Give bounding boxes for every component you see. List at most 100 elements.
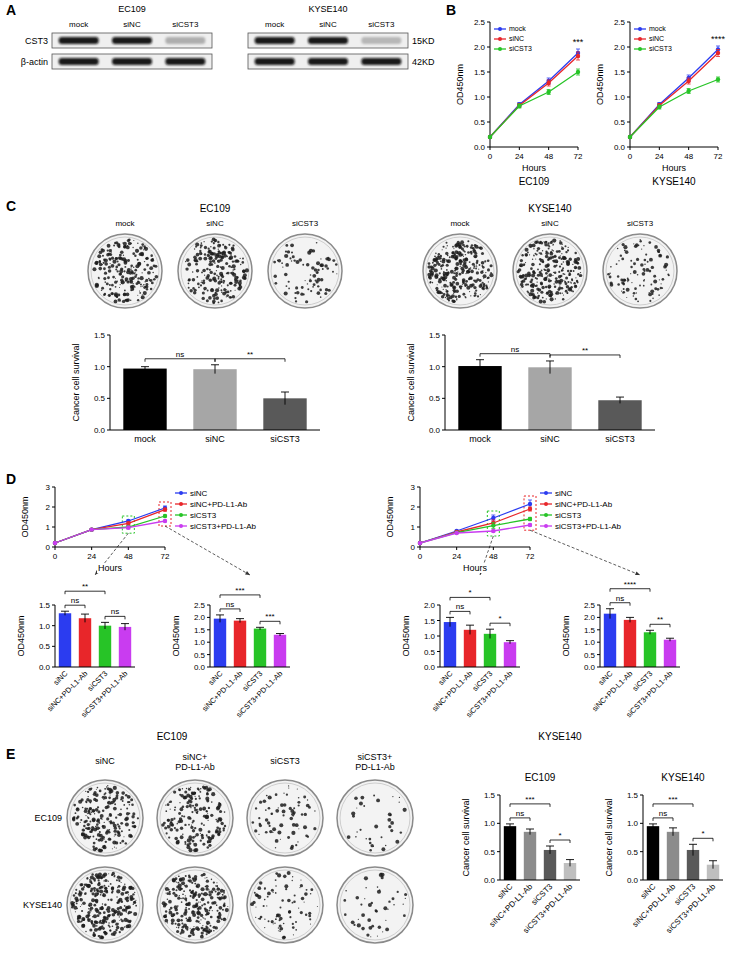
colony xyxy=(295,300,297,302)
colony xyxy=(87,823,90,826)
plate-inner xyxy=(250,783,320,853)
colony xyxy=(133,825,136,828)
colony xyxy=(668,274,670,276)
colony xyxy=(143,268,146,271)
colony xyxy=(548,279,551,282)
colony xyxy=(78,893,82,897)
colony xyxy=(235,290,236,291)
colony xyxy=(296,291,300,295)
colony xyxy=(545,272,548,275)
colony xyxy=(111,264,115,268)
colony xyxy=(643,280,645,282)
blot-strip xyxy=(248,54,408,69)
colony xyxy=(201,823,203,825)
colony xyxy=(381,836,383,838)
colony xyxy=(129,813,131,815)
colony xyxy=(663,265,667,269)
colony xyxy=(211,834,215,838)
colony xyxy=(143,249,144,250)
colony xyxy=(103,258,106,261)
colony xyxy=(455,267,458,270)
colony xyxy=(465,254,466,255)
colony xyxy=(309,279,312,282)
colony xyxy=(457,251,458,252)
colony xyxy=(487,277,489,279)
colony xyxy=(202,281,205,284)
colony xyxy=(108,838,111,841)
colony xyxy=(205,815,209,819)
colony xyxy=(290,817,294,821)
colony xyxy=(141,295,145,299)
panel-letter: E xyxy=(6,746,15,762)
column-head: siCST3 xyxy=(270,756,300,766)
colony-plate xyxy=(88,234,162,308)
colony xyxy=(620,254,622,256)
colony xyxy=(103,267,106,270)
colony xyxy=(142,246,143,247)
blot-strip xyxy=(52,33,212,48)
colony xyxy=(229,296,232,299)
colony xyxy=(107,249,109,251)
colony xyxy=(473,279,475,281)
colony xyxy=(554,255,557,258)
colony xyxy=(636,292,637,293)
colony xyxy=(633,243,634,244)
colony xyxy=(220,289,222,291)
colony xyxy=(439,272,441,274)
colony xyxy=(154,265,157,268)
colony xyxy=(106,817,109,820)
blot-protein: CST3 xyxy=(25,36,48,46)
colony xyxy=(176,841,180,845)
colony xyxy=(635,243,638,246)
colony xyxy=(114,300,118,304)
colony xyxy=(535,277,537,279)
colony xyxy=(298,828,299,829)
colony xyxy=(275,809,279,813)
colony xyxy=(265,831,268,834)
lane-label: mock xyxy=(265,20,285,29)
colony xyxy=(97,787,99,789)
colony xyxy=(320,296,322,298)
colony xyxy=(137,242,138,243)
colony xyxy=(667,273,669,275)
colony xyxy=(626,288,630,292)
colony xyxy=(291,845,294,848)
colony xyxy=(234,259,237,262)
colony xyxy=(214,292,218,296)
colony xyxy=(532,259,533,260)
colony xyxy=(644,264,646,266)
colony xyxy=(290,243,294,247)
colony xyxy=(139,291,140,292)
colony xyxy=(575,268,576,269)
colony xyxy=(545,241,547,243)
colony xyxy=(568,247,569,248)
colony xyxy=(105,841,107,843)
colony xyxy=(579,274,582,277)
colony xyxy=(437,284,438,285)
colony xyxy=(381,847,385,851)
colony xyxy=(477,295,479,297)
colony xyxy=(461,247,464,250)
colony xyxy=(215,288,219,292)
colony xyxy=(285,285,287,287)
blot-frame xyxy=(52,33,212,48)
colony xyxy=(442,246,444,248)
colony xyxy=(217,833,220,836)
colony xyxy=(119,898,123,902)
colony xyxy=(531,278,534,281)
colony xyxy=(282,809,286,813)
colony xyxy=(211,801,213,803)
colony xyxy=(181,807,182,808)
colony xyxy=(530,289,534,293)
colony xyxy=(307,288,309,290)
column-head-line: siNC+ xyxy=(183,752,208,762)
colony xyxy=(473,267,475,269)
colony xyxy=(466,286,470,290)
colony xyxy=(480,271,483,274)
colony xyxy=(127,268,131,272)
colony xyxy=(141,297,142,298)
colony xyxy=(535,258,536,259)
colony xyxy=(559,265,561,267)
colony xyxy=(115,923,118,926)
colony xyxy=(91,826,94,829)
